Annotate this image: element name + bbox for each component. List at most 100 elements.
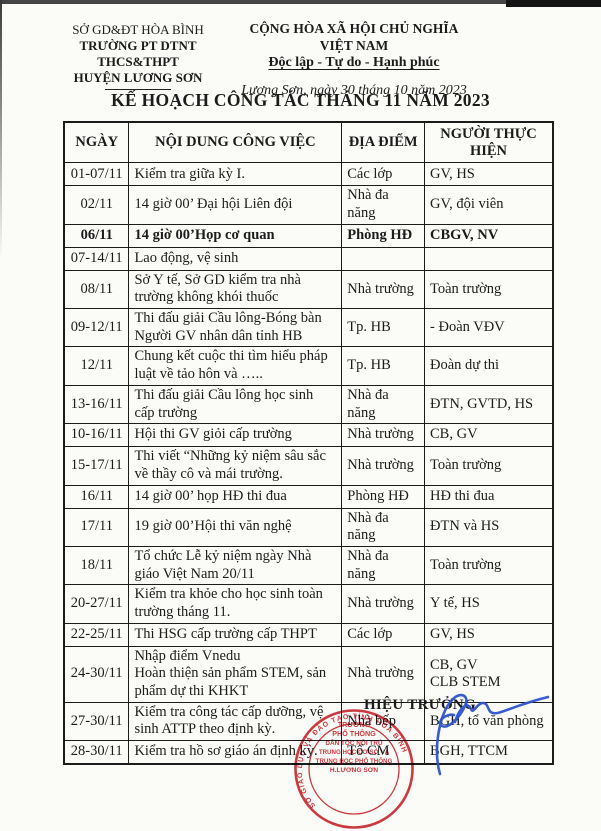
who-cell: Toàn trường	[424, 269, 554, 310]
table-row: 01-07/11 Kiểm tra giữa kỳ I. Các lớp GV, HS	[63, 162, 554, 187]
table-row: 15-17/11 Thi viết “Những kỷ niệm sâu sắc …	[63, 446, 554, 486]
content-cell: 19 giờ 00’Hội thi văn nghệ	[128, 507, 343, 547]
place-cell: Tp. HB	[341, 346, 426, 386]
issuer-block: SỞ GD&ĐT HÒA BÌNH TRƯỜNG PT DTNT THCS&TH…	[38, 22, 238, 90]
stamp-center-line: DÂN TỘC NỘI TRÚ	[325, 738, 383, 747]
table-row: 16/11 14 giờ 00’ họp HĐ thi đua Phòng HĐ HĐ…	[63, 484, 554, 509]
content-cell: Thi đấu giải Cầu lông học sinh cấp trườn…	[128, 384, 343, 425]
place-cell: Phòng HĐ	[341, 223, 426, 248]
column-header-person: NGƯỜI THỰC HIỆN	[424, 121, 554, 164]
place-cell: Nhà trường	[341, 645, 426, 703]
date-cell: 06/11	[63, 223, 130, 248]
table-row: 08/11 Sở Y tế, Sở GD kiểm tra nhà trường …	[63, 269, 554, 310]
content-cell: Chung kết cuộc thi tìm hiểu pháp luật về…	[128, 346, 343, 386]
date-cell: 13-16/11	[63, 384, 130, 425]
stamp-center-line: H.LƯƠNG SƠN	[330, 767, 378, 774]
issuer-district: HUYỆN LƯƠNG SƠN	[73, 70, 203, 85]
table-row: 13-16/11 Thi đấu giải Cầu lông học sinh c…	[63, 384, 554, 425]
date-cell: 18/11	[63, 545, 130, 586]
principal-signature-ink	[435, 693, 550, 776]
table-header-row: NGÀY NỘI DUNG CÔNG VIỆC ĐỊA ĐIỂM NGƯỜI T…	[63, 121, 554, 164]
content-cell: Hội thi GV giỏi cấp trường	[128, 423, 343, 448]
date-cell: 08/11	[63, 269, 130, 310]
place-cell: Nhà đa năng	[341, 185, 426, 225]
place-cell: Các lớp	[341, 162, 426, 187]
date-cell: 12/11	[63, 346, 130, 386]
stamp-center-line: PHỔ THÔNG	[332, 729, 376, 738]
who-cell: CBGV, NV	[424, 223, 554, 248]
place-cell: Các lớp	[341, 622, 426, 647]
content-cell: Tổ chức Lễ kỷ niệm ngày Nhà giáo Việt Na…	[128, 545, 343, 586]
content-cell: Thi viết “Những kỷ niệm sâu sắc về thầy …	[128, 446, 343, 486]
content-cell: 14 giờ 00’ họp HĐ thi đua	[128, 484, 343, 509]
issuer-department: SỞ GD&ĐT HÒA BÌNH	[72, 22, 204, 37]
table-row: 24-30/11 Nhập điểm Vnedu Hoàn thiện sản p…	[63, 645, 554, 703]
who-cell: GV, đội viên	[424, 185, 554, 225]
scan-artifact-top-right-edge	[506, 0, 601, 7]
content-cell: Kiểm tra hồ sơ giáo án định kỳ.	[128, 740, 343, 765]
table-row: 10-16/11 Hội thi GV giỏi cấp trường Nhà tr…	[63, 423, 554, 448]
content-cell: Lao động, vệ sinh	[128, 246, 343, 271]
national-motto-line2: Độc lập - Tự do - Hạnh phúc	[268, 55, 440, 70]
date-cell: 28-30/11	[63, 740, 130, 765]
place-cell: Nhà trường	[341, 269, 426, 310]
place-cell: Nhà trường	[341, 423, 426, 448]
plan-table-body: 01-07/11 Kiểm tra giữa kỳ I. Các lớp GV, HS…	[63, 162, 554, 765]
date-cell: 10-16/11	[63, 423, 130, 448]
who-cell	[424, 246, 554, 271]
date-cell: 24-30/11	[63, 645, 130, 703]
content-cell: Kiểm tra khỏe cho học sinh toàn trường t…	[128, 584, 343, 624]
stamp-center-line: TRUNG HỌC PHỔ THÔNG	[316, 757, 393, 765]
table-row: 17/11 19 giờ 00’Hội thi văn nghệ Nhà đa nă…	[63, 507, 554, 547]
who-cell: Y tế, HS	[424, 584, 554, 624]
content-cell: 14 giờ 00’ Đại hội Liên đội	[128, 185, 343, 225]
stamp-center-line: TRUNG HỌC CƠ SỞ VÀ	[319, 749, 390, 756]
place-cell: Nhà đa năng	[341, 507, 426, 547]
who-cell: - Đoàn VĐV	[424, 308, 554, 348]
content-cell: Thi HSG cấp trường cấp THPT	[128, 622, 343, 647]
place-cell: Phòng HĐ	[341, 484, 426, 509]
table-row: 20-27/11 Kiểm tra khỏe cho học sinh toàn …	[63, 584, 554, 624]
issuer-underline-rule	[105, 89, 171, 90]
table-row: 22-25/11 Thi HSG cấp trường cấp THPT Các l…	[63, 622, 554, 647]
table-row: 02/11 14 giờ 00’ Đại hội Liên đội Nhà đa n…	[63, 185, 554, 225]
place-cell: Nhà trường	[341, 584, 426, 624]
who-cell: GV, HS	[424, 622, 554, 647]
issuer-school-name: TRƯỜNG PT DTNT THCS&THPT	[79, 38, 197, 69]
who-cell: Đoàn dự thi	[424, 346, 554, 386]
stamp-center-line: TRƯỜNG	[338, 720, 371, 729]
document-title: KẾ HOẠCH CÔNG TÁC THÁNG 11 NĂM 2023	[111, 90, 490, 110]
content-cell: Kiểm tra giữa kỳ I.	[128, 162, 343, 187]
date-cell: 22-25/11	[63, 622, 130, 647]
who-cell: CB, GV	[424, 423, 554, 448]
place-cell: Nhà trường	[341, 446, 426, 486]
scan-artifact-left-edge	[0, 0, 2, 260]
content-cell: Sở Y tế, Sở GD kiểm tra nhà trường không…	[128, 269, 343, 310]
date-cell: 17/11	[63, 507, 130, 547]
who-cell: ĐTN và HS	[424, 507, 554, 547]
content-cell: Thi đấu giải Cầu lông-Bóng bàn Người GV …	[128, 308, 343, 348]
column-header-place: ĐỊA ĐIỂM	[341, 121, 426, 164]
place-cell: Nhà đa năng	[341, 384, 426, 425]
scan-artifact-top-edge	[0, 0, 601, 4]
column-header-content: NỘI DUNG CÔNG VIỆC	[128, 121, 343, 164]
table-row: 09-12/11 Thi đấu giải Cầu lông-Bóng bàn N…	[63, 308, 554, 348]
table-row: 18/11 Tổ chức Lễ kỷ niệm ngày Nhà giáo Vi…	[63, 545, 554, 586]
date-cell: 15-17/11	[63, 446, 130, 486]
document-dateline: Lương Sơn, ngày 30 tháng 10 năm 2023	[241, 83, 467, 98]
place-cell	[341, 246, 426, 271]
table-row: 07-14/11 Lao động, vệ sinh	[63, 246, 554, 271]
date-cell: 27-30/11	[63, 701, 130, 742]
date-cell: 16/11	[63, 484, 130, 509]
who-cell: Toàn trường	[424, 545, 554, 586]
who-cell: HĐ thi đua	[424, 484, 554, 509]
date-cell: 01-07/11	[63, 162, 130, 187]
date-cell: 20-27/11	[63, 584, 130, 624]
national-motto-line1: CỘNG HÒA XÃ HỘI CHỦ NGHĨA VIỆT NAM	[249, 21, 459, 53]
who-cell: GV, HS	[424, 162, 554, 187]
date-cell: 02/11	[63, 185, 130, 225]
table-row: 28-30/11 Kiểm tra hồ sơ giáo án định kỳ. T…	[63, 740, 554, 765]
content-cell: 14 giờ 00’Họp cơ quan	[128, 223, 343, 248]
who-cell: BGH, TTCM	[424, 740, 554, 765]
